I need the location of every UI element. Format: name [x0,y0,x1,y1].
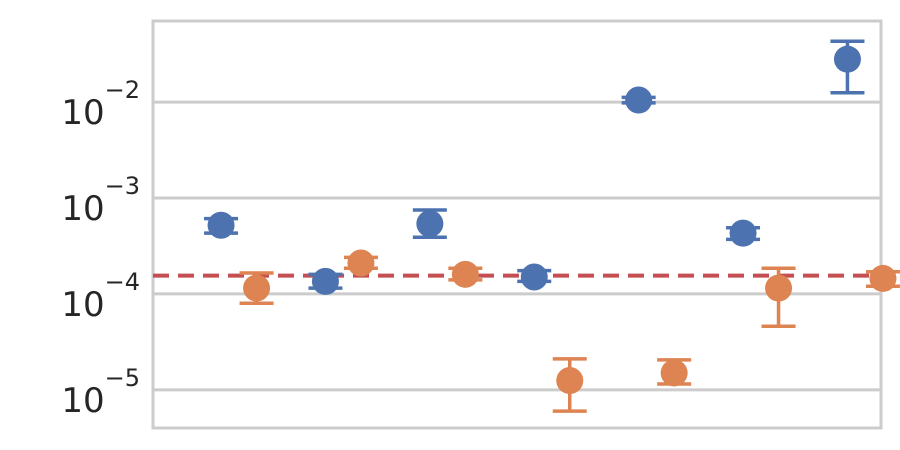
y-tick-label: 10−2 [61,76,140,133]
data-point [865,264,900,292]
marker [660,359,688,387]
grid [153,100,881,392]
marker [556,367,584,395]
marker [347,249,375,277]
marker [625,86,653,114]
marker [729,219,757,247]
marker [311,267,339,295]
data-point [761,266,796,329]
marker [416,210,444,238]
y-tick-label: 10−4 [61,268,140,325]
data-point [517,263,552,291]
marker [243,274,271,302]
y-tick-labels: 10−5 10−4 10−3 10−2 [61,76,140,421]
y-tick-label: 10−3 [61,172,140,229]
marker [833,45,861,73]
data-marks [204,39,900,413]
marker [451,260,479,288]
marker [520,263,548,291]
data-point [552,357,587,413]
data-point [657,358,692,387]
plot-frame [151,19,883,430]
marker [207,211,235,239]
data-point [830,39,865,95]
data-point [412,208,447,239]
y-tick-label: 10−5 [61,364,140,421]
marker [869,264,897,292]
data-point [726,219,761,247]
marker [765,274,793,302]
data-point [204,211,239,239]
data-point [239,271,274,305]
data-point [343,249,378,277]
data-point [448,260,483,288]
data-point [621,86,656,114]
data-point [308,267,343,295]
